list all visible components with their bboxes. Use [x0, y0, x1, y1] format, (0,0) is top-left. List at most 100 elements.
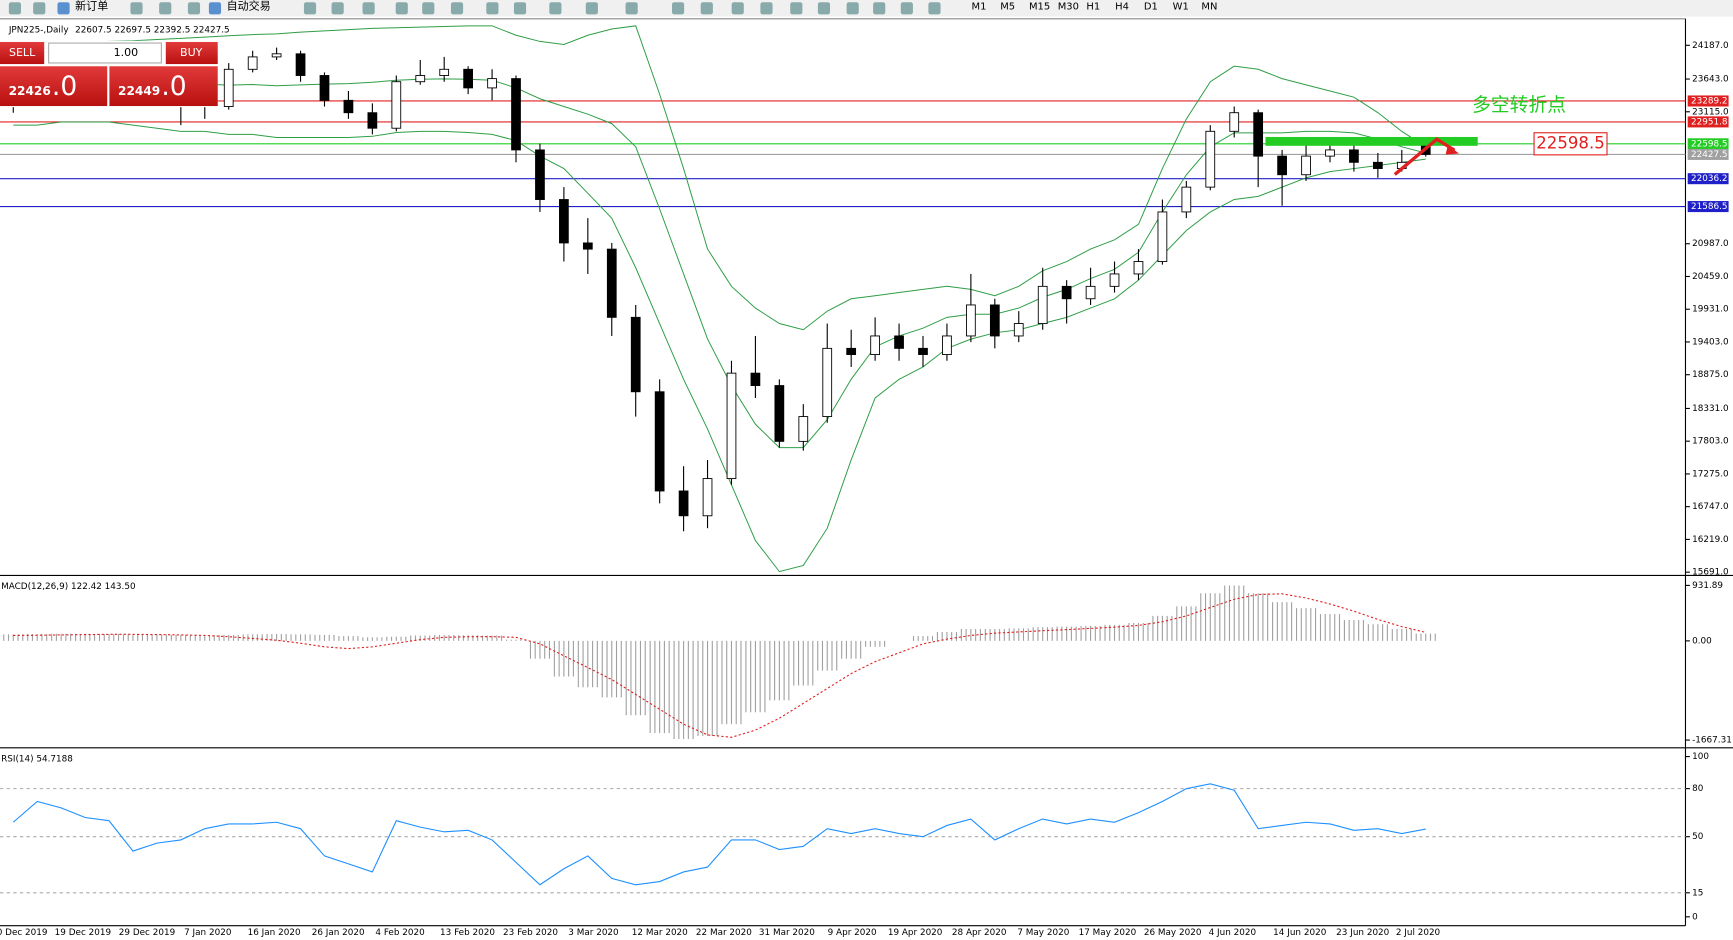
- rsi-line: [12, 783, 1426, 886]
- x-tick-label: 0 Dec 2019: [0, 928, 48, 938]
- toolbar-icon[interactable]: [331, 2, 344, 15]
- timeframe-button[interactable]: W1: [1173, 2, 1189, 13]
- candle-body: [966, 304, 976, 337]
- candle-body: [559, 199, 569, 244]
- candle-body: [894, 335, 904, 349]
- x-tick-label: 17 May 2020: [1079, 928, 1137, 938]
- toolbar-icon[interactable]: [790, 2, 803, 15]
- y-tick-label: 20987.0: [1692, 239, 1729, 249]
- toolbar-icon[interactable]: [625, 2, 638, 15]
- toolbar-icon[interactable]: [422, 2, 435, 15]
- timeframe-button[interactable]: M5: [1000, 2, 1015, 13]
- toolbar-icon[interactable]: [585, 2, 598, 15]
- x-tick-label: 14 Jun 2020: [1273, 928, 1327, 938]
- bid-box[interactable]: [0, 66, 108, 107]
- x-tick-label: 22 Mar 2020: [696, 928, 752, 938]
- toolbar-icon[interactable]: [130, 2, 143, 15]
- annotation-price: 22598.5: [1536, 133, 1605, 152]
- candle-body: [535, 149, 545, 200]
- x-tick-label: 26 May 2020: [1144, 928, 1202, 938]
- toolbar-icon[interactable]: [671, 2, 685, 15]
- candle-body: [1325, 149, 1335, 157]
- buy-button[interactable]: [165, 41, 218, 65]
- candle-body: [1133, 261, 1144, 275]
- toolbar-icon[interactable]: [159, 2, 172, 15]
- candle-body: [1085, 285, 1096, 300]
- x-tick-label: 29 Dec 2019: [119, 928, 175, 938]
- ohlc-text: 22607.5 22697.5 22392.5 22427.5: [75, 25, 229, 35]
- toolbar-icon[interactable]: [760, 2, 773, 15]
- x-tick-label: 31 Mar 2020: [759, 928, 815, 938]
- candle-body: [1109, 273, 1120, 287]
- candle-body: [798, 416, 809, 442]
- timeframe-button[interactable]: M30: [1058, 2, 1079, 13]
- candle-body: [1181, 186, 1192, 213]
- x-tick-label: 23 Jun 2020: [1336, 928, 1390, 938]
- price-level-tag: [1687, 138, 1729, 150]
- y-tick-label: 23643.0: [1692, 75, 1729, 85]
- indicator-title: MACD(12,26,9) 122.42 143.50: [1, 582, 136, 592]
- y-tick-label: 23115.0: [1692, 107, 1729, 117]
- toolbar-icon[interactable]: [8, 2, 21, 15]
- toolbar-icon[interactable]: [700, 2, 713, 15]
- price-level-label: 22427.5: [1691, 150, 1728, 160]
- lot-field[interactable]: [48, 42, 162, 64]
- toolbar-button[interactable]: 自动交易: [227, 0, 271, 13]
- toolbar-icon[interactable]: [549, 2, 562, 15]
- bid-price: 22426: [9, 84, 51, 98]
- bollinger-band: [13, 78, 1426, 449]
- toolbar-icon[interactable]: [900, 2, 913, 15]
- toolbar-icon[interactable]: [450, 2, 464, 15]
- timeframe-button[interactable]: H4: [1115, 2, 1129, 13]
- candle-body: [989, 304, 1000, 337]
- candle-body: [630, 316, 641, 393]
- toolbar-icon[interactable]: [486, 2, 499, 15]
- toolbar-button[interactable]: 新订单: [75, 0, 108, 13]
- candle-body: [391, 81, 402, 129]
- buy-label: BUY: [180, 46, 203, 59]
- x-tick-label: 9 Apr 2020: [828, 928, 877, 938]
- price-level-tag: [1687, 95, 1729, 107]
- y-tick-label: 50: [1692, 832, 1704, 842]
- toolbar-icon[interactable]: [731, 2, 744, 15]
- candle-body: [1229, 112, 1240, 132]
- toolbar-icon[interactable]: [846, 2, 859, 15]
- toolbar-icon[interactable]: [303, 2, 317, 15]
- timeframe-button[interactable]: M1: [971, 2, 986, 13]
- toolbar-icon[interactable]: [362, 2, 375, 15]
- toolbar-icon: [57, 2, 70, 15]
- candle-body: [606, 248, 617, 318]
- timeframe-button[interactable]: MN: [1201, 2, 1217, 13]
- toolbar-icon[interactable]: [873, 2, 886, 15]
- candle-body: [511, 78, 521, 151]
- toolbar-icon: [208, 2, 222, 15]
- timeframe-button[interactable]: M15: [1029, 2, 1050, 13]
- x-tick-label: 28 Apr 2020: [952, 928, 1007, 938]
- y-tick-label: 0.00: [1692, 636, 1712, 646]
- y-tick-label: 16219.0: [1692, 535, 1729, 545]
- toolbar-icon[interactable]: [33, 2, 46, 15]
- toolbar-icon[interactable]: [395, 2, 408, 15]
- x-tick-label: 13 Feb 2020: [440, 928, 495, 938]
- y-tick-label: 80: [1692, 784, 1704, 794]
- candle-body: [1013, 323, 1024, 337]
- candle-body: [774, 385, 785, 442]
- toolbar-icon[interactable]: [513, 2, 527, 15]
- candle-body: [702, 478, 713, 517]
- y-tick-label: 100: [1692, 752, 1709, 762]
- price-level-tag: [1687, 201, 1729, 213]
- x-tick-label: 7 Jan 2020: [184, 928, 232, 938]
- sell-button[interactable]: [0, 41, 45, 65]
- candle-body: [582, 242, 593, 250]
- toolbar-icon[interactable]: [187, 2, 201, 15]
- ask-box[interactable]: [109, 66, 218, 107]
- candle-body: [1349, 149, 1359, 163]
- x-tick-label: 4 Jun 2020: [1209, 928, 1257, 938]
- toolbar-icon[interactable]: [817, 2, 831, 15]
- timeframe-button[interactable]: D1: [1144, 2, 1158, 13]
- candle-body: [295, 53, 306, 76]
- toolbar-icon[interactable]: [928, 2, 941, 15]
- timeframe-button[interactable]: H1: [1086, 2, 1100, 13]
- y-tick-label: 19403.0: [1692, 337, 1729, 347]
